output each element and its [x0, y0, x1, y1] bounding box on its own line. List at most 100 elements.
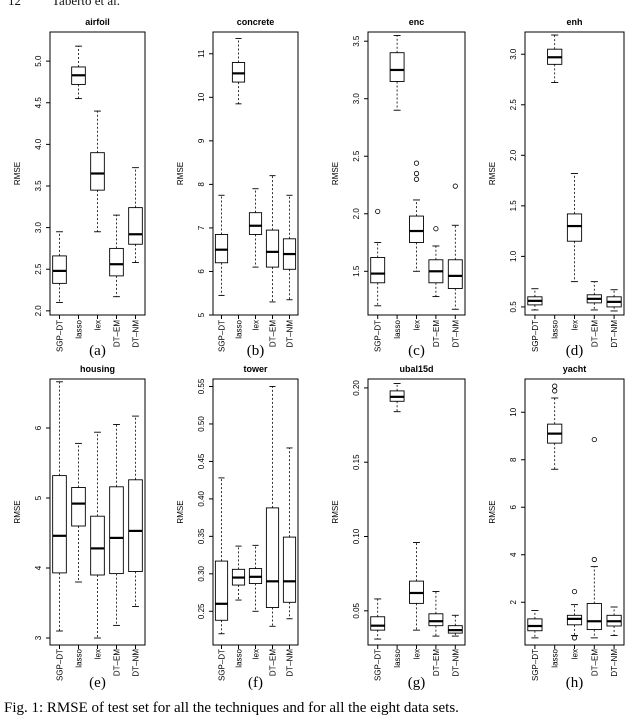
outlier-point	[591, 556, 597, 563]
x-tick-label: DT–NM	[451, 649, 460, 677]
y-tick-label: 9	[197, 138, 206, 143]
box-DT–EM: DT–EM	[109, 424, 124, 676]
box-DT–NM: DT–NM	[606, 606, 622, 677]
x-tick-label: DT–EM	[269, 320, 278, 347]
y-tick-label: 0.45	[197, 453, 206, 469]
x-tick-label: SGP–DT	[374, 649, 383, 681]
y-axis-label: RMSE	[331, 500, 340, 523]
y-tick-label: 0.35	[197, 528, 206, 544]
x-tick-label: lex	[252, 320, 261, 330]
y-tick-label: 7	[197, 225, 206, 230]
box-lex: lex	[566, 173, 583, 330]
y-tick-label: 8	[509, 457, 518, 462]
outlier-point	[552, 388, 558, 394]
y-tick-label: 2.0	[509, 149, 518, 161]
x-tick-label: DT–NM	[610, 649, 619, 677]
box-SGP–DT: SGP–DT	[214, 194, 229, 352]
box-lex: lex	[90, 110, 105, 330]
panel-housing: housing RMSE 3 4 5 6 SGP–DT lasso lex DT–EM DT–NM (…	[13, 364, 146, 691]
iqr-box	[265, 229, 280, 268]
x-tick-label: DT–NM	[286, 649, 295, 677]
panel-title: yacht	[563, 364, 587, 374]
box-DT–EM: DT–EM	[265, 386, 280, 676]
iqr-box	[214, 560, 229, 621]
y-tick-label: 6	[197, 269, 206, 274]
figure-caption: Fig. 1: RMSE of test set for all the tec…	[4, 700, 459, 716]
x-tick-label: SGP–DT	[218, 320, 227, 352]
plot-frame	[212, 31, 299, 316]
box-DT–EM: DT–EM	[265, 175, 280, 347]
box-DT–NM: DT–NM	[447, 614, 463, 677]
x-tick-label: lasso	[75, 319, 84, 338]
iqr-box	[90, 152, 105, 191]
x-tick-label: DT–EM	[113, 320, 122, 347]
x-tick-label: lasso	[551, 319, 560, 338]
iqr-box	[389, 52, 405, 82]
panel-title: enc	[409, 17, 425, 27]
x-tick-label: DT–EM	[113, 649, 122, 676]
x-tick-label: DT–NM	[286, 320, 295, 348]
y-tick-label: 0.20	[352, 380, 361, 396]
x-tick-label: SGP–DT	[56, 649, 65, 681]
box-lasso: lasso	[389, 383, 405, 668]
x-tick-label: DT–EM	[432, 649, 441, 676]
box-lex: lex	[409, 160, 424, 330]
box-SGP–DT: SGP–DT	[214, 477, 229, 681]
iqr-box	[586, 602, 602, 631]
outlier-point	[452, 183, 458, 189]
x-tick-label: lasso	[551, 648, 560, 667]
box-lasso: lasso	[389, 35, 405, 339]
subfigure-label: (f)	[248, 675, 263, 691]
outlier-point	[552, 383, 558, 389]
x-tick-label: SGP–DT	[531, 649, 540, 681]
x-tick-label: DT–EM	[590, 649, 599, 676]
y-axis-label: RMSE	[13, 162, 22, 185]
box-lasso: lasso	[231, 38, 246, 339]
box-lex: lex	[90, 431, 105, 659]
y-axis-label: RMSE	[13, 500, 22, 523]
y-tick-label: 5	[34, 495, 43, 500]
box-lex: lex	[566, 588, 583, 659]
y-tick-label: 10	[197, 92, 206, 101]
x-tick-label: lex	[571, 649, 580, 659]
box-DT–NM: DT–NM	[282, 194, 297, 348]
y-tick-label: 0.15	[352, 454, 361, 470]
outlier-point	[375, 208, 381, 215]
panel-title: concrete	[237, 17, 275, 27]
outlier-point	[571, 588, 578, 595]
x-tick-label: DT–EM	[590, 320, 599, 347]
box-SGP–DT: SGP–DT	[527, 610, 543, 681]
x-tick-label: SGP–DT	[531, 320, 540, 352]
box-SGP–DT: SGP–DT	[52, 381, 67, 681]
box-DT–NM: DT–NM	[606, 289, 622, 348]
subfigure-label: (g)	[408, 675, 426, 691]
iqr-box	[128, 479, 143, 572]
x-tick-label: lex	[413, 320, 422, 330]
y-tick-label: 3.0	[352, 93, 361, 105]
y-tick-label: 3.0	[34, 221, 43, 233]
iqr-box	[527, 618, 543, 632]
box-SGP–DT: SGP–DT	[52, 231, 67, 352]
box-SGP–DT: SGP–DT	[370, 208, 386, 352]
iqr-box	[447, 259, 463, 289]
iqr-box	[52, 255, 67, 284]
x-tick-label: DT–NM	[132, 320, 141, 348]
y-tick-label: 2.0	[352, 208, 361, 220]
y-tick-label: 2	[509, 599, 518, 604]
box-DT–NM: DT–NM	[128, 167, 143, 348]
iqr-box	[109, 486, 124, 575]
y-tick-label: 0.55	[197, 378, 206, 394]
box-SGP–DT: SGP–DT	[527, 288, 543, 352]
y-tick-label: 11	[197, 49, 206, 58]
y-axis-label: RMSE	[488, 500, 497, 523]
y-tick-label: 0.30	[197, 565, 206, 581]
iqr-box	[248, 212, 263, 235]
iqr-box	[282, 536, 297, 603]
outlier-point	[571, 635, 578, 641]
box-lasso: lasso	[71, 45, 86, 339]
y-axis-label: RMSE	[488, 162, 497, 185]
box-DT–EM: DT–EM	[586, 436, 602, 676]
page-header: 12 Taberto et al.	[8, 0, 120, 9]
subfigure-label: (b)	[247, 343, 265, 359]
box-DT–EM: DT–EM	[109, 214, 124, 347]
